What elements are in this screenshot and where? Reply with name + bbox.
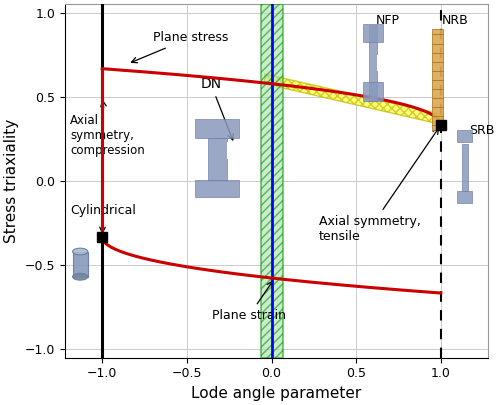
Bar — [457, 191, 472, 203]
Bar — [363, 82, 384, 101]
Text: Axial
symmetry,
compression: Axial symmetry, compression — [70, 101, 145, 157]
Text: NFP: NFP — [376, 14, 400, 27]
Bar — [457, 130, 472, 142]
Bar — [462, 144, 468, 191]
Text: Plane strain: Plane strain — [212, 281, 286, 322]
Text: Plane stress: Plane stress — [132, 31, 228, 63]
Y-axis label: Stress triaxiality: Stress triaxiality — [4, 119, 19, 243]
Bar — [196, 180, 240, 197]
Bar — [228, 142, 239, 159]
Text: SRB: SRB — [469, 124, 494, 137]
Bar — [378, 55, 384, 71]
Bar — [363, 55, 369, 71]
Bar — [432, 30, 443, 130]
Bar — [72, 252, 88, 277]
Bar — [208, 138, 227, 180]
Ellipse shape — [72, 273, 88, 280]
Bar — [196, 142, 207, 159]
Bar — [196, 119, 240, 138]
Text: NRB: NRB — [442, 14, 468, 27]
X-axis label: Lode angle parameter: Lode angle parameter — [192, 386, 362, 401]
Text: DN: DN — [200, 77, 234, 140]
Bar — [369, 25, 378, 101]
Ellipse shape — [72, 248, 88, 255]
Bar — [363, 23, 384, 42]
Polygon shape — [265, 74, 442, 125]
Text: Axial symmetry,
tensile: Axial symmetry, tensile — [319, 128, 438, 243]
Bar — [260, 4, 282, 358]
Text: Cylindrical: Cylindrical — [70, 204, 136, 233]
